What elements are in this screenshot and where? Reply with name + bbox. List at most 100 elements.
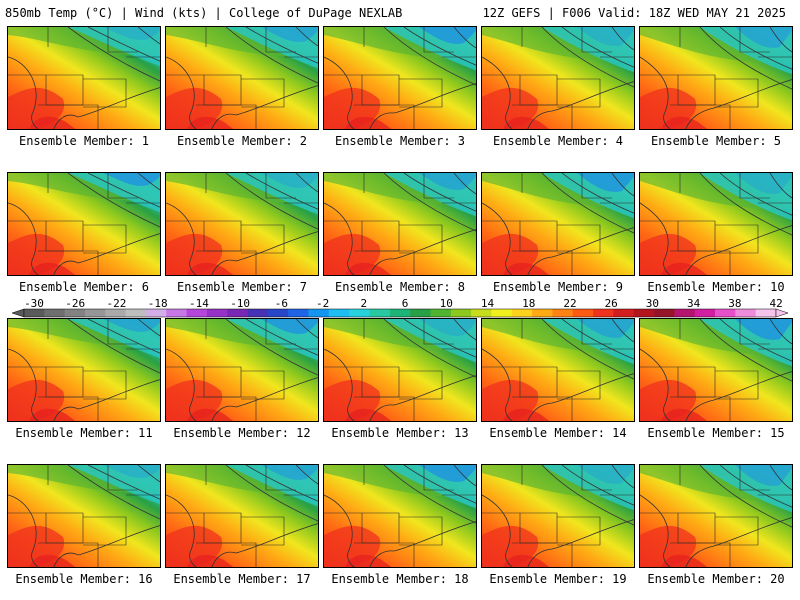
colorbar-segment [552, 309, 574, 317]
colorbar-segment [125, 309, 147, 317]
ensemble-member-label: Ensemble Member: 9 [492, 280, 624, 294]
colorbar-tick-label: 14 [481, 298, 495, 310]
colorbar-tick-label: 26 [605, 298, 618, 310]
run-valid-time: 12Z GEFS | F006 Valid: 18Z WED MAY 21 20… [482, 6, 786, 20]
ensemble-member-map [639, 464, 793, 568]
colorbar-segment [349, 309, 370, 317]
colorbar-segment [471, 309, 492, 317]
colorbar-segment [247, 309, 269, 317]
colorbar-tick-label: 42 [769, 298, 782, 310]
colorbar-segment [633, 309, 655, 317]
ensemble-member-map [7, 318, 161, 422]
colorbar-tick-label: 18 [522, 298, 535, 310]
ensemble-member-label: Ensemble Member: 8 [334, 280, 466, 294]
ensemble-member-label: Ensemble Member: 11 [15, 426, 153, 440]
colorbar-tick-label: -14 [189, 298, 209, 310]
colorbar-tick-label: -10 [230, 298, 250, 310]
colorbar-segment [593, 309, 614, 317]
ensemble-member-label: Ensemble Member: 7 [176, 280, 308, 294]
colorbar-segment [24, 309, 45, 317]
colorbar-segment [44, 309, 65, 317]
colorbar-segment [410, 309, 431, 317]
colorbar-tick-label: -22 [107, 298, 127, 310]
colorbar-low-arrow [11, 308, 25, 318]
ensemble-member-map [165, 464, 319, 568]
ensemble-member-map [639, 172, 793, 276]
colorbar-tick-label: 2 [361, 298, 368, 310]
ensemble-member-map [165, 318, 319, 422]
ensemble-member-map [323, 318, 477, 422]
colorbar-segment [572, 309, 594, 317]
colorbar-segment [328, 309, 350, 317]
ensemble-member-label: Ensemble Member: 1 [18, 134, 150, 148]
colorbar-segment [491, 309, 513, 317]
ensemble-member-label: Ensemble Member: 2 [176, 134, 308, 148]
colorbar-segment [755, 309, 777, 317]
ensemble-member-map [323, 172, 477, 276]
colorbar-segment [450, 309, 472, 317]
ensemble-member-map [481, 318, 635, 422]
colorbar-tick-label: 30 [646, 298, 659, 310]
temperature-colorbar: -30 -26 -22 -18 -14 -10 -6 -2 2 6 10 14 18 22 26 30 34 38… [11, 298, 789, 318]
colorbar-segment [64, 309, 86, 317]
chart-title: 850mb Temp (°C) | Wind (kts) | College o… [5, 6, 403, 20]
colorbar-segment [613, 309, 635, 317]
ensemble-member-label: Ensemble Member: 17 [173, 572, 311, 586]
colorbar-segment [735, 309, 756, 317]
colorbar-segment [674, 309, 696, 317]
colorbar-segment [105, 309, 126, 317]
ensemble-member-label: Ensemble Member: 20 [647, 572, 785, 586]
colorbar-segment [206, 309, 228, 317]
colorbar-segment [145, 309, 167, 317]
colorbar-high-arrow [775, 308, 789, 318]
colorbar-segment [532, 309, 553, 317]
ensemble-member-label: Ensemble Member: 10 [647, 280, 785, 294]
ensemble-member-label: Ensemble Member: 15 [647, 426, 785, 440]
colorbar-tick-label: -2 [316, 298, 329, 310]
colorbar-tick-label: 38 [728, 298, 741, 310]
ensemble-member-label: Ensemble Member: 14 [489, 426, 627, 440]
ensemble-member-map [7, 26, 161, 130]
ensemble-member-map [481, 464, 635, 568]
ensemble-member-label: Ensemble Member: 16 [15, 572, 153, 586]
ensemble-member-label: Ensemble Member: 4 [492, 134, 624, 148]
colorbar-tick-label: -18 [148, 298, 168, 310]
ensemble-member-map [165, 26, 319, 130]
colorbar-segment [308, 309, 330, 317]
colorbar-tick-label: 10 [440, 298, 453, 310]
colorbar-segment [369, 309, 391, 317]
ensemble-member-map [639, 26, 793, 130]
colorbar-segment [715, 309, 736, 317]
colorbar-segment [84, 309, 106, 317]
ensemble-member-map [323, 26, 477, 130]
ensemble-member-map [481, 172, 635, 276]
colorbar-tick-label: -26 [65, 298, 85, 310]
ensemble-member-label: Ensemble Member: 18 [331, 572, 469, 586]
colorbar-segment [654, 309, 675, 317]
ensemble-member-label: Ensemble Member: 6 [18, 280, 150, 294]
colorbar-segment [186, 309, 208, 317]
ensemble-member-label: Ensemble Member: 5 [650, 134, 782, 148]
colorbar-segment [430, 309, 452, 317]
colorbar-segment [166, 309, 187, 317]
ensemble-member-label: Ensemble Member: 19 [489, 572, 627, 586]
colorbar-segment [267, 309, 289, 317]
ensemble-member-map [7, 464, 161, 568]
colorbar-tick-label: -30 [24, 298, 44, 310]
colorbar-tick-label: 34 [687, 298, 701, 310]
colorbar-tick-label: 6 [402, 298, 409, 310]
ensemble-member-map [165, 172, 319, 276]
ensemble-member-label: Ensemble Member: 13 [331, 426, 469, 440]
ensemble-member-map [481, 26, 635, 130]
colorbar-tick-label: -6 [275, 298, 288, 310]
colorbar-segment [694, 309, 716, 317]
colorbar-tick-label: 22 [563, 298, 576, 310]
ensemble-member-label: Ensemble Member: 3 [334, 134, 466, 148]
ensemble-member-map [7, 172, 161, 276]
ensemble-member-label: Ensemble Member: 12 [173, 426, 311, 440]
ensemble-member-map [323, 464, 477, 568]
colorbar-segment [288, 309, 309, 317]
colorbar-segment [511, 309, 533, 317]
colorbar-segment [227, 309, 248, 317]
ensemble-member-map [639, 318, 793, 422]
